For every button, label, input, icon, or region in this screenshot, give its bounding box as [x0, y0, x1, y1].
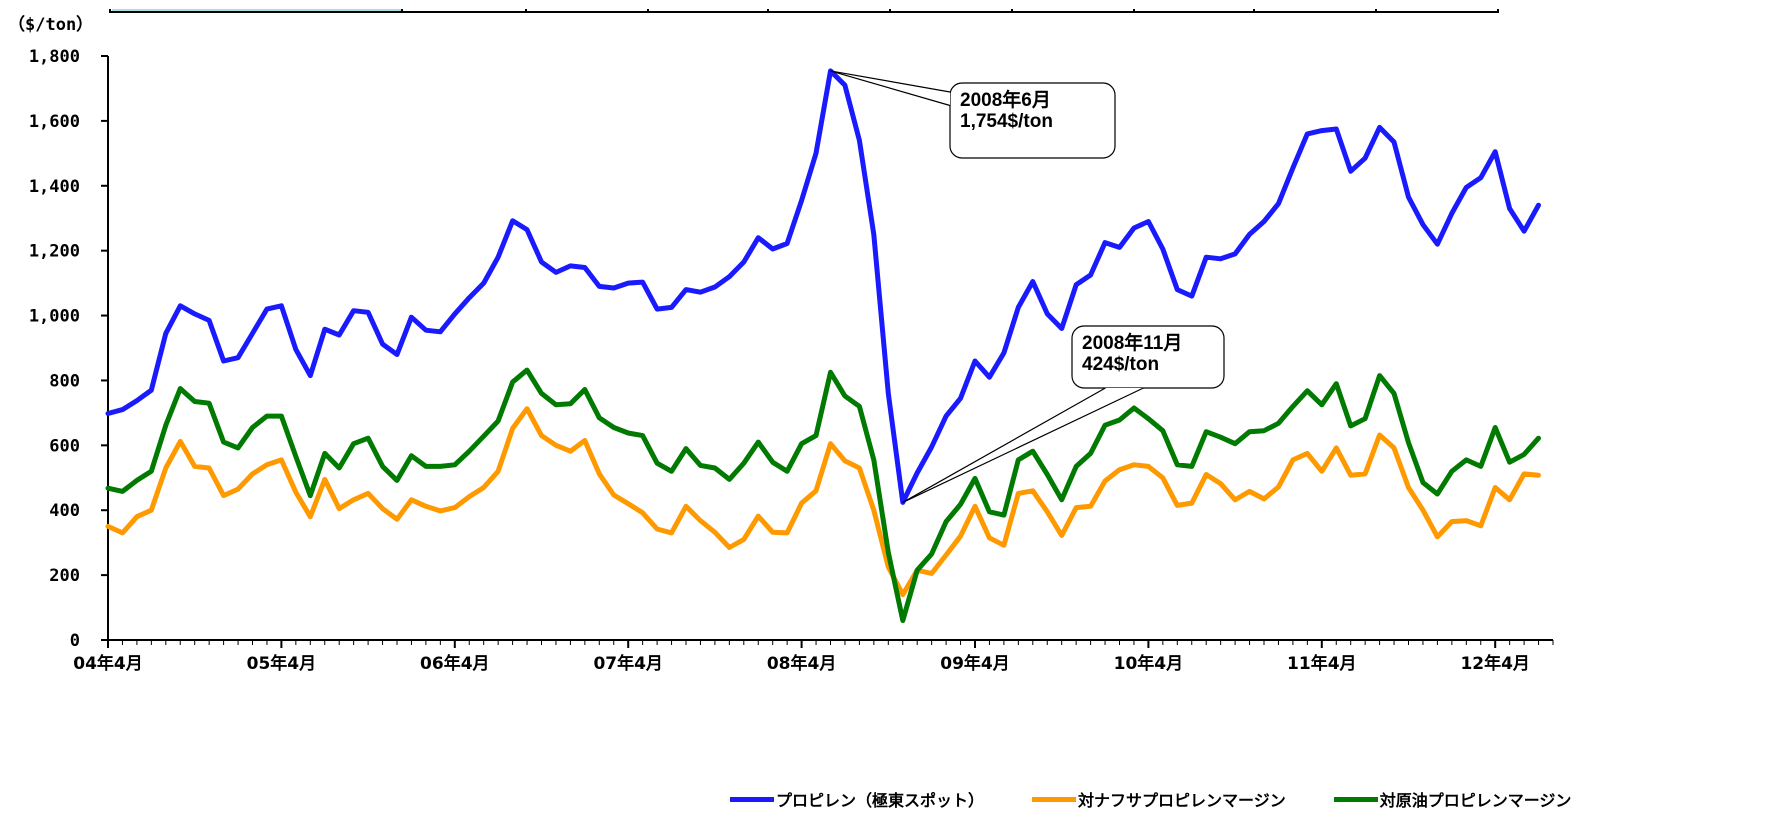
callout-box — [1071, 325, 1225, 389]
x-tick-label: 04年4月 — [73, 653, 143, 674]
series-line-2 — [105, 406, 1541, 598]
x-tick-label: 07年4月 — [593, 653, 663, 674]
legend-swatch — [1333, 796, 1378, 802]
x-tick-label: 11年4月 — [1287, 653, 1357, 674]
x-tick-label: 09年4月 — [940, 653, 1010, 674]
y-tick-label: 0 — [70, 631, 80, 651]
callout-box — [949, 82, 1116, 159]
legend-item-2: 対ナフサプロピレンマージン — [1032, 787, 1286, 811]
y-tick-label: 1,600 — [29, 112, 80, 132]
y-tick-label: 1,200 — [29, 242, 80, 262]
top-table-border-strip — [0, 0, 1765, 13]
legend-label: プロピレン（極東スポット） — [776, 791, 985, 810]
x-tick-label: 05年4月 — [247, 653, 317, 674]
x-tick-label: 06年4月 — [420, 653, 490, 674]
legend-label: 対ナフサプロピレンマージン — [1078, 791, 1286, 810]
x-tick-label: 12年4月 — [1460, 653, 1530, 674]
callout-text: 1,754$/ton — [960, 111, 1053, 132]
legend-item-1: プロピレン（極東スポット） — [730, 787, 984, 811]
series-layer — [105, 68, 1541, 623]
legend-label: 対原油プロピレンマージン — [1379, 791, 1572, 810]
y-tick-label: 400 — [49, 501, 80, 521]
callout-pointer-edge — [830, 70, 951, 93]
y-tick-label: 800 — [49, 371, 80, 391]
callout-text: 2008年6月 — [960, 88, 1051, 111]
axes-layer: 0 200 400 600 800 1,000 1,200 1,400 1,600 1,800 04… — [29, 47, 1554, 674]
y-tick-label: 1,800 — [29, 47, 80, 67]
callout-text: 2008年11月 — [1082, 331, 1182, 354]
legend-swatch — [730, 796, 774, 802]
series-line-1 — [105, 68, 1541, 505]
chart-legend: プロピレン（極東スポット） 対ナフサプロピレンマージン 対原油プロピレンマージン — [730, 786, 1571, 812]
legend-item-3: 対原油プロピレンマージン — [1333, 787, 1572, 811]
x-tick-label: 10年4月 — [1114, 653, 1184, 674]
y-axis-unit-label: （$/ton） — [8, 15, 94, 35]
callout-pointer-edge — [902, 387, 1144, 503]
callout-pointer-edge — [830, 70, 951, 107]
callout-text: 424$/ton — [1082, 354, 1159, 375]
y-tick-label: 200 — [49, 566, 80, 586]
callout-pointer-edge — [902, 387, 1106, 503]
y-tick-label: 600 — [49, 436, 80, 456]
y-tick-label: 1,400 — [29, 177, 80, 197]
series-line-3 — [105, 367, 1541, 623]
legend-swatch — [1032, 796, 1077, 802]
y-tick-label: 1,000 — [29, 307, 80, 327]
x-tick-label: 08年4月 — [767, 653, 837, 674]
